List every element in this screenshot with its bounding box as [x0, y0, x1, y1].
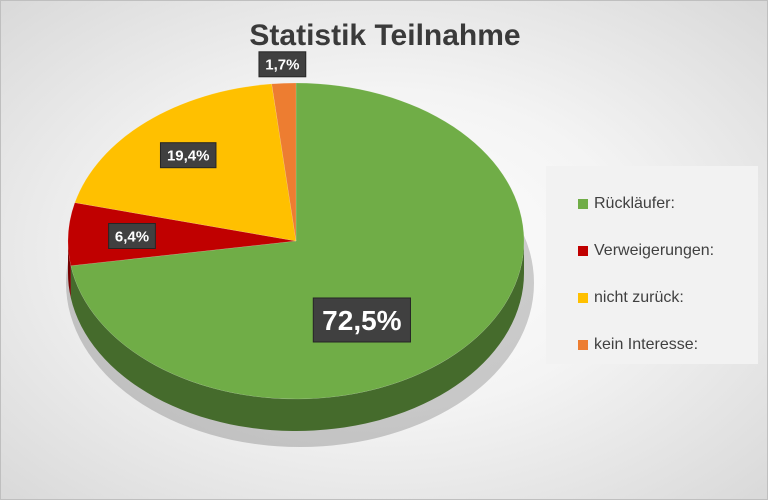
- legend-swatch: [578, 198, 588, 209]
- legend-swatch: [578, 245, 588, 256]
- legend-item: Rückläufer:: [578, 180, 758, 227]
- data-label-box: [258, 51, 307, 78]
- legend-label: nicht zurück:: [594, 288, 684, 306]
- legend-item: kein Interesse:: [578, 321, 758, 368]
- data-label-box: [108, 222, 156, 249]
- pie-slice: [271, 82, 297, 242]
- legend-item: nicht zurück:: [578, 274, 758, 321]
- data-label: 72,5%: [322, 305, 401, 336]
- legend-label: kein Interesse:: [594, 335, 699, 353]
- legend-swatch: [578, 292, 588, 303]
- data-label: 6,4%: [115, 228, 149, 245]
- legend-label: Rückläufer:: [594, 194, 675, 212]
- pie-slice-side: [68, 241, 71, 298]
- pie-slice: [67, 202, 297, 266]
- legend-label: Verweigerungen:: [594, 241, 715, 259]
- data-label: 19,4%: [167, 148, 210, 165]
- data-label-box: [159, 142, 217, 169]
- data-label: 1,7%: [265, 57, 299, 74]
- data-label-box: [312, 297, 411, 343]
- legend-swatch: [578, 339, 588, 350]
- pie-slice-side: [70, 241, 524, 432]
- legend: Rückläufer: Verweigerungen: nicht zurück…: [546, 166, 758, 364]
- legend-item: Verweigerungen:: [578, 227, 758, 274]
- chart-title: Statistik Teilnahme: [249, 19, 521, 52]
